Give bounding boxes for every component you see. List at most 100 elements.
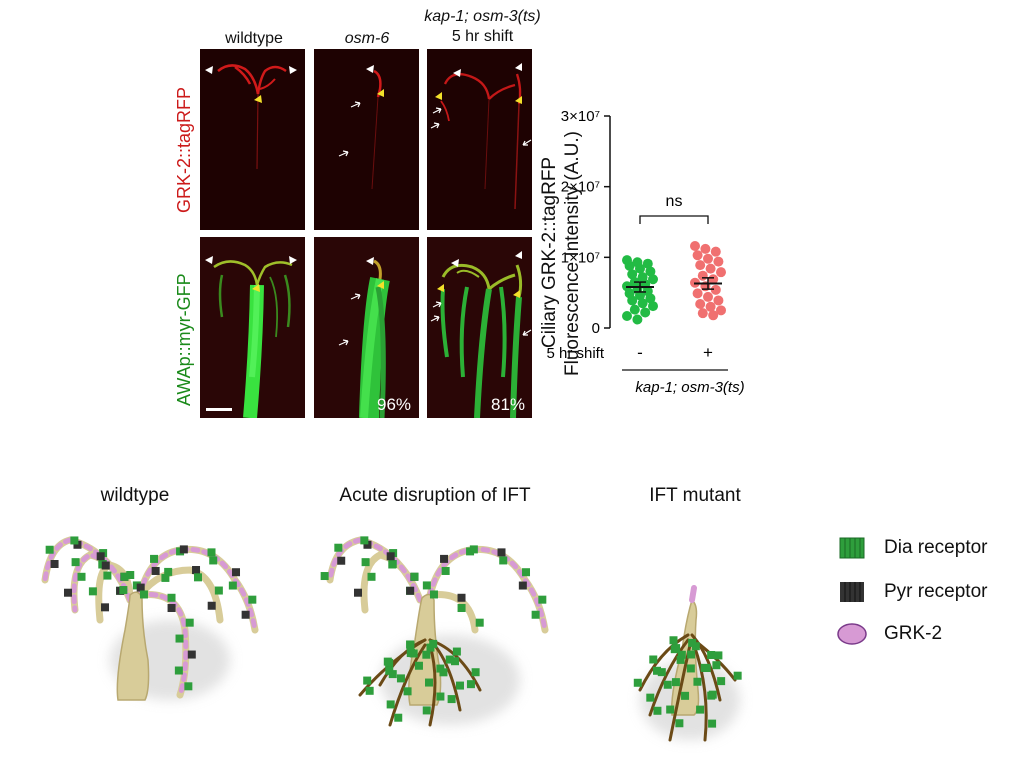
dia-receptor-icon [424, 678, 433, 687]
dia-receptor-icon [441, 566, 450, 575]
data-point [642, 258, 653, 269]
dia-receptor-icon [538, 595, 547, 604]
dia-receptor-icon [471, 668, 480, 677]
dia-receptor-icon [334, 543, 343, 552]
cartoon-title-wildtype: wildtype [100, 485, 170, 506]
dia-receptor-icon [677, 650, 686, 659]
micrograph-wildtype-rfp [200, 49, 305, 230]
data-point [705, 263, 716, 274]
dia-receptor-icon [733, 671, 742, 680]
dia-receptor-icon [646, 693, 655, 702]
pyr-receptor-icon [151, 566, 160, 575]
dia-receptor-icon [469, 545, 478, 554]
dia-receptor-icon [429, 639, 438, 648]
legend-label-pyr: Pyr receptor [884, 581, 988, 602]
cartoon-title-acute: Acute disruption of IFT [339, 485, 531, 506]
dia-receptor-icon [422, 581, 431, 590]
column-label-shift: 5 hr shift [451, 28, 514, 45]
white-arrowhead [289, 66, 297, 74]
dia-receptor-icon [120, 572, 129, 581]
dia-receptor-icon [653, 666, 662, 675]
data-point [692, 250, 703, 261]
cartoon-ift-mutant [633, 585, 742, 742]
dia-receptor-icon [422, 650, 431, 659]
data-point [632, 314, 643, 325]
pyr-receptor-icon [518, 581, 527, 590]
pyr-receptor-icon [386, 552, 395, 561]
dia-receptor-icon [228, 581, 237, 590]
dia-receptor-icon [693, 677, 702, 686]
dia-receptor-icon [455, 681, 464, 690]
data-point [700, 243, 711, 254]
pyr-receptor-icon [64, 588, 73, 597]
dia-receptor-icon [657, 668, 666, 677]
column-label-kap1-osm3: kap-1; osm-3(ts) [424, 8, 541, 25]
dia-receptor-icon [409, 649, 418, 658]
cartoon-acute-disruption [320, 536, 549, 727]
data-point [697, 270, 708, 281]
dia-receptor-icon [71, 558, 80, 567]
y-tick-label: 3×10⁷ [561, 108, 600, 125]
dia-receptor-icon [388, 560, 397, 569]
micrograph-wildtype-gfp [200, 237, 305, 418]
data-point [713, 256, 724, 267]
pyr-receptor-icon [497, 548, 506, 557]
dia-receptor-icon [436, 664, 445, 673]
data-point [703, 253, 713, 264]
legend-swatches [837, 537, 867, 645]
dia-receptor-icon [77, 572, 86, 581]
pyr-receptor-icon [50, 559, 59, 568]
dia-receptor-icon [396, 674, 405, 683]
y-tick-label: 1×10⁷ [561, 249, 600, 266]
dia-receptor-icon [383, 657, 392, 666]
dia-receptor-icon [367, 572, 376, 581]
dia-receptor-icon [45, 545, 54, 554]
data-point [708, 310, 719, 321]
pyr-receptor-icon [96, 552, 105, 561]
dia-receptor-icon [174, 666, 183, 675]
dia-receptor-icon [365, 686, 374, 695]
group-label: kap-1; osm-3(ts) [635, 379, 744, 396]
y-tick-label: 0 [592, 320, 600, 337]
dia-receptor-icon [686, 664, 695, 673]
dia-receptor-icon [702, 664, 711, 673]
dia-receptor-icon [707, 691, 716, 700]
dia-receptor-icon [457, 604, 466, 613]
dia-receptor-icon [363, 676, 372, 685]
data-point [710, 284, 721, 295]
chart-ylabel-2: Fluorescence Intensity (A.U.) [562, 131, 583, 376]
dia-receptor-icon [394, 713, 403, 722]
dia-receptor-icon [214, 586, 223, 595]
data-point [695, 298, 706, 309]
dia-receptor-icon [717, 677, 726, 686]
dia-receptor-icon [475, 618, 484, 627]
data-point [697, 308, 708, 319]
data-point [645, 266, 656, 277]
dia-receptor-icon [675, 719, 684, 728]
dia-receptor-icon [445, 655, 454, 664]
dia-receptor-icon [531, 610, 540, 619]
dia-receptor-icon [209, 556, 218, 565]
chart-axes: 0 1×10⁷ 2×10⁷ 3×10⁷ 5 hr shift - + kap-1; osm-3… [546, 108, 744, 396]
dia-receptor-icon [175, 634, 184, 643]
pyr-receptor-icon [207, 601, 216, 610]
dia-receptor-icon [414, 661, 423, 670]
dia-receptor-icon [708, 719, 717, 728]
micrograph-osm6-gfp [314, 237, 419, 418]
pyr-receptor-icon [187, 650, 196, 659]
pyr-receptor-icon [241, 610, 250, 619]
dia-receptor-icon [88, 587, 97, 596]
dia-receptor-icon [676, 655, 685, 664]
dia-receptor-icon [466, 680, 475, 689]
x-row-label: 5 hr shift [546, 345, 604, 362]
dia-receptor-icon [185, 618, 194, 627]
data-point [635, 263, 645, 274]
dia-receptor-icon [119, 586, 128, 595]
dia-receptor-icon [361, 558, 370, 567]
percentage-kap1: 81% [491, 395, 526, 414]
pyr-receptor-icon [337, 556, 346, 565]
data-point [713, 295, 724, 306]
cartoon-title-ift-mutant: IFT mutant [649, 485, 741, 506]
dia-receptor-icon [320, 572, 329, 581]
